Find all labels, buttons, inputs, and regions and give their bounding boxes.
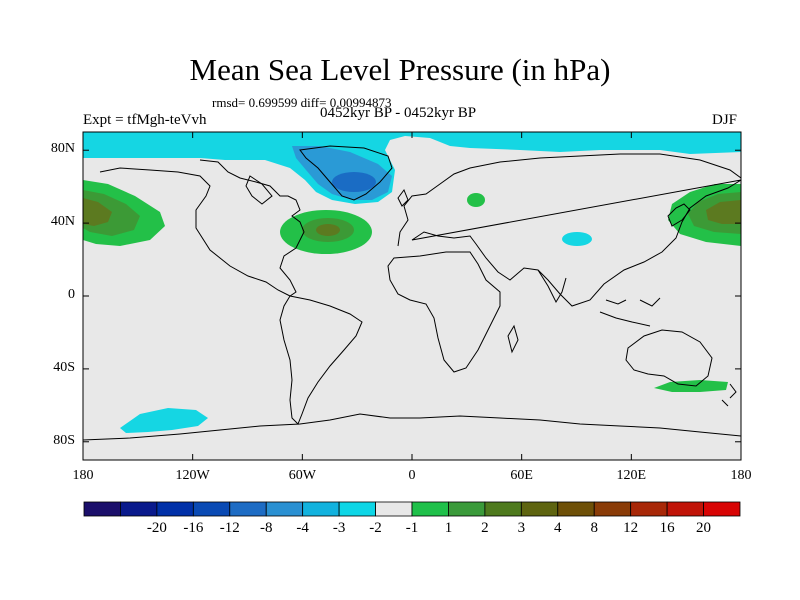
colorbar-label: -4: [296, 520, 309, 536]
south-america-coast: [279, 295, 363, 425]
colorbar-label: 8: [590, 520, 598, 536]
colorbar-label: -2: [369, 520, 382, 536]
india-coast: [537, 269, 567, 304]
colorbar-swatch: [192, 501, 231, 517]
colorbar-swatch: [448, 501, 486, 517]
colorbar-swatch: [703, 501, 741, 517]
eurasia-coast: [397, 153, 741, 307]
colorbar-label: -12: [219, 520, 240, 536]
lat-tick-label: 40N: [50, 214, 75, 230]
lon-tick-label: 60W: [288, 468, 316, 483]
time-range-subtitle: 0452kyr BP - 0452kyr BP: [320, 105, 477, 121]
lon-tick-label: 120E: [616, 468, 647, 483]
colorbar-label: 12: [623, 520, 639, 536]
lon-tick-label: 180: [72, 468, 94, 483]
lon-tick-label: 180: [730, 468, 752, 483]
map-plot-area: [83, 132, 741, 460]
axis-ticks: [82, 132, 742, 460]
colorbar-swatch: [229, 501, 267, 517]
southeast-asia-islands: [599, 297, 661, 327]
colorbar-swatch: [484, 501, 522, 517]
colorbar-label: 1: [444, 520, 453, 536]
atlantic-olive: [316, 224, 340, 236]
colorbar-swatch: [593, 501, 632, 517]
colorbar-label: 3: [517, 520, 526, 536]
british-isles-coast: [397, 188, 409, 207]
south-tasman-green: [654, 380, 728, 392]
colorbar-swatch: [520, 501, 559, 517]
colorbar-label: -20: [146, 520, 167, 536]
greenland-core-region: [332, 172, 376, 192]
colorbar-swatch: [666, 501, 704, 517]
arctic-cyan-region: [83, 132, 741, 204]
lon-tick-label: 120W: [175, 468, 210, 483]
experiment-label: Expt = tfMgh-teVvh: [83, 112, 207, 128]
pacific-east-olive: [706, 200, 741, 224]
colorbar-swatch: [338, 501, 376, 517]
coastlines: [83, 145, 741, 441]
pacific-west-olive: [83, 198, 112, 226]
colorbar-swatch: [630, 501, 668, 517]
colorbar-swatch: [557, 501, 595, 517]
colorbar-label: -3: [332, 520, 346, 536]
australia-coast: [625, 329, 713, 387]
south-pacific-cyan: [120, 408, 208, 433]
antarctica-coast: [83, 413, 741, 441]
japan-coast: [667, 203, 691, 227]
colorbar-label: 2: [481, 520, 489, 536]
colorbar: [83, 501, 741, 517]
colorbar-swatch: [120, 501, 158, 517]
lat-tick-label: 80S: [53, 432, 75, 448]
madagascar-coast: [507, 324, 519, 354]
colorbar-label: 16: [659, 520, 675, 536]
colorbar-label: 4: [554, 520, 562, 536]
statistics-text: rmsd= 0.699599 diff= 0.00994873: [212, 95, 392, 110]
lat-tick-label: 0: [68, 287, 75, 302]
map-title: Mean Sea Level Pressure (in hPa): [189, 52, 611, 87]
season-label: DJF: [712, 112, 738, 128]
lat-tick-label: 80N: [50, 141, 75, 157]
lon-tick-label: 60E: [510, 468, 533, 483]
map-background: [83, 132, 741, 460]
eastern-europe-green: [467, 193, 485, 207]
colorbar-swatch: [265, 501, 304, 517]
colorbar-swatch: [83, 501, 121, 517]
lat-tick-label: 40S: [53, 359, 75, 375]
colorbar-swatch: [411, 501, 449, 517]
lon-tick-label: 0: [408, 468, 416, 483]
colorbar-swatch: [375, 501, 413, 517]
colorbar-swatch: [156, 501, 194, 517]
new-zealand-coast: [721, 383, 737, 407]
colorbar-label: -8: [259, 520, 273, 536]
colorbar-label: 20: [696, 520, 712, 536]
tibet-cyan: [562, 232, 592, 246]
hudson-bay-coast: [245, 175, 273, 205]
greenland-coast: [299, 145, 393, 201]
colorbar-label: -1: [405, 520, 419, 536]
north-america-coast: [99, 159, 305, 297]
colorbar-swatch: [302, 501, 340, 517]
africa-coast: [387, 251, 501, 373]
colorbar-label: -16: [183, 520, 204, 536]
